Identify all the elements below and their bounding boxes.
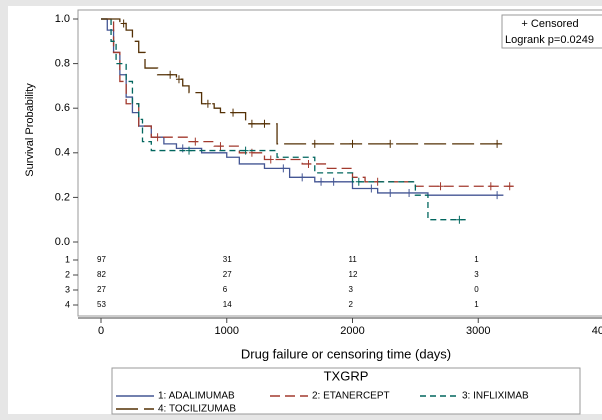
survival-curve xyxy=(101,18,516,187)
censor-mark xyxy=(387,139,394,148)
censor-mark xyxy=(175,75,182,84)
censor-mark xyxy=(506,182,513,191)
at-risk-value: 3 xyxy=(474,270,479,279)
x-tick-label: 3000 xyxy=(466,325,490,337)
censor-mark xyxy=(305,159,312,168)
censor-mark xyxy=(261,119,268,128)
survival-curve xyxy=(101,18,504,145)
censor-mark xyxy=(487,182,494,191)
plot-frame xyxy=(77,9,602,317)
censor-mark xyxy=(192,137,199,146)
at-risk-value: 11 xyxy=(349,255,358,264)
censor-mark xyxy=(167,70,174,79)
censor-mark xyxy=(267,155,274,164)
at-risk-value: 12 xyxy=(349,270,358,279)
legend-label: 3: INFLIXIMAB xyxy=(462,391,529,402)
legend-label: 2: ETANERCEPT xyxy=(312,391,390,402)
at-risk-value: 2 xyxy=(349,300,354,309)
at-risk-row-label: 1 xyxy=(65,254,70,264)
y-tick-label: 0.8 xyxy=(55,58,70,70)
censor-mark xyxy=(355,177,362,186)
survival-curve xyxy=(101,18,466,221)
x-axis-label: Drug failure or censoring time (days) xyxy=(241,346,451,361)
censor-mark xyxy=(330,177,337,186)
censor-mark xyxy=(280,164,287,173)
y-tick-label: 0.4 xyxy=(55,147,70,159)
legend-box xyxy=(111,367,581,415)
x-tick-label: 4000 xyxy=(592,325,602,337)
inset-censored: + Censored xyxy=(521,18,578,30)
x-tick-label: 0 xyxy=(98,325,104,337)
censor-mark xyxy=(299,173,306,182)
censor-mark xyxy=(494,191,501,200)
inset-box xyxy=(501,14,602,49)
censor-mark xyxy=(204,99,211,108)
censor-mark xyxy=(217,142,224,151)
inset-test: Logrank p=0.0249 xyxy=(505,34,594,46)
legend-label: 4: TOCILIZUMAB xyxy=(158,404,236,415)
censor-mark xyxy=(456,215,463,224)
at-risk-value: 27 xyxy=(223,270,232,279)
legend-title: TXGRP xyxy=(324,368,369,383)
censor-mark xyxy=(318,177,325,186)
censor-mark xyxy=(406,188,413,197)
censor-mark xyxy=(154,133,161,142)
censor-mark xyxy=(387,188,394,197)
censor-mark xyxy=(437,182,444,191)
at-risk-value: 27 xyxy=(97,285,106,294)
at-risk-row-label: 3 xyxy=(65,284,70,294)
censor-mark xyxy=(230,108,237,117)
censor-mark xyxy=(248,119,255,128)
at-risk-value: 6 xyxy=(223,285,228,294)
background xyxy=(8,6,602,414)
censor-mark xyxy=(186,146,193,155)
legend-label: 1: ADALIMUMAB xyxy=(158,391,235,402)
at-risk-value: 1 xyxy=(474,300,479,309)
censor-mark xyxy=(242,146,249,155)
at-risk-value: 0 xyxy=(474,285,479,294)
censor-mark xyxy=(349,139,356,148)
at-risk-value: 14 xyxy=(223,300,232,309)
at-risk-row-label: 4 xyxy=(65,299,70,309)
x-tick-label: 1000 xyxy=(215,325,239,337)
at-risk-value: 82 xyxy=(97,270,106,279)
censor-mark xyxy=(311,139,318,148)
at-risk-value: 31 xyxy=(223,255,232,264)
at-risk-value: 97 xyxy=(97,255,106,264)
censor-mark xyxy=(120,19,127,28)
y-axis-label: Survival Probability xyxy=(24,83,36,177)
y-tick-label: 0.0 xyxy=(55,236,70,248)
y-tick-label: 0.2 xyxy=(55,191,70,203)
x-tick-label: 2000 xyxy=(340,325,364,337)
at-risk-value: 3 xyxy=(349,285,354,294)
censor-mark xyxy=(368,184,375,193)
at-risk-value: 1 xyxy=(474,255,479,264)
y-tick-label: 1.0 xyxy=(55,13,70,25)
censor-mark xyxy=(494,139,501,148)
at-risk-row-label: 2 xyxy=(65,269,70,279)
at-risk-value: 53 xyxy=(97,300,106,309)
y-tick-label: 0.6 xyxy=(55,102,70,114)
